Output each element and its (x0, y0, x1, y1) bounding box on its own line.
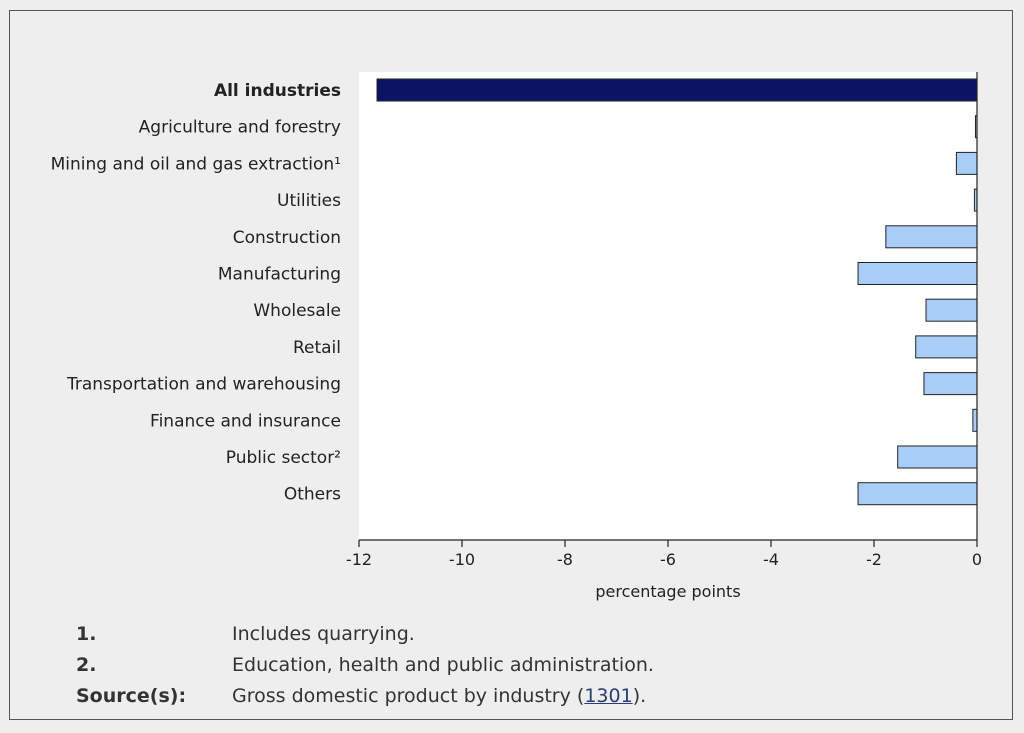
footnote-1-text: Includes quarrying. (232, 622, 415, 645)
plot-area (359, 72, 977, 540)
footnote-1: 1. Includes quarrying. (76, 618, 654, 649)
bar-11 (857, 482, 978, 506)
category-label-7: Retail (293, 338, 341, 358)
bar-4 (885, 225, 978, 249)
x-tick-label-6: 0 (972, 550, 982, 569)
category-label-8: Transportation and warehousing (66, 375, 341, 395)
source-key: Source(s): (76, 684, 187, 707)
bar-9 (972, 408, 978, 432)
bar-10 (897, 445, 978, 469)
x-tick-label-1: -10 (449, 550, 475, 569)
footnote-2-key: 2. (76, 653, 97, 676)
category-label-5: Manufacturing (218, 265, 341, 285)
x-tick-label-2: -8 (557, 550, 573, 569)
source-table-link[interactable]: 1301 (584, 684, 633, 707)
category-label-6: Wholesale (253, 301, 341, 321)
category-label-2: Mining and oil and gas extraction¹ (51, 154, 341, 174)
x-axis-title: percentage points (595, 582, 740, 601)
bar-0 (376, 78, 978, 102)
category-label-1: Agriculture and forestry (139, 118, 341, 138)
footnote-2-text: Education, health and public administrat… (232, 653, 654, 676)
footnotes: 1. Includes quarrying. 2. Education, hea… (76, 618, 654, 711)
source-text-before: Gross domestic product by industry ( (232, 684, 585, 707)
bar-8 (923, 372, 978, 396)
footnote-1-key: 1. (76, 622, 97, 645)
bar-2 (955, 151, 978, 175)
bar-6 (925, 298, 978, 322)
x-tick-label-5: -2 (866, 550, 882, 569)
source-text: Gross domestic product by industry (1301… (232, 685, 646, 707)
source-row: Source(s): Gross domestic product by ind… (76, 680, 654, 711)
category-label-0: All industries (214, 81, 341, 101)
source-text-after: ). (632, 684, 647, 707)
x-tick-label-0: -12 (346, 550, 372, 569)
bar-7 (915, 335, 978, 359)
bar-chart: All industries Agriculture and forestry Mi… (51, 72, 982, 601)
x-tick-label-4: -4 (763, 550, 779, 569)
category-label-11: Others (284, 485, 341, 505)
x-tick-label-3: -6 (660, 550, 676, 569)
category-label-9: Finance and insurance (150, 411, 341, 431)
category-label-10: Public sector² (226, 448, 341, 468)
category-label-3: Utilities (277, 191, 341, 211)
bar-5 (857, 262, 978, 285)
category-label-4: Construction (233, 228, 341, 248)
footnote-2: 2. Education, health and public administ… (76, 649, 654, 680)
